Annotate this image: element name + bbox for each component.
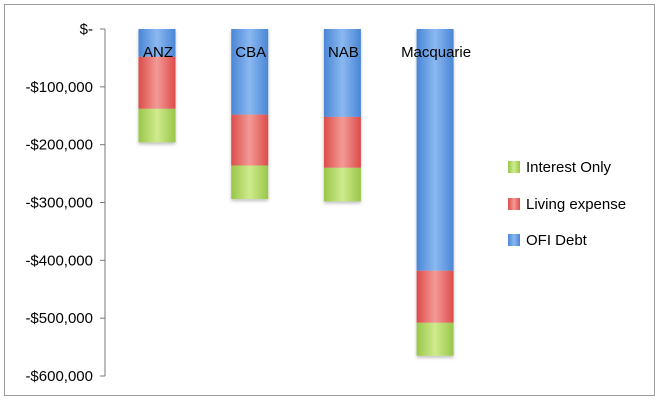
y-axis-ticks: $- -$100,000 -$200,000 -$300,000 -$400,000 -$… [25, 21, 105, 385]
category-label: Macquarie [401, 44, 471, 61]
bar-macquarie-interest-only [416, 322, 454, 356]
bar-stack-anz [138, 29, 176, 143]
bar-cba-living-expense [231, 114, 269, 166]
legend-label-interest-only: Interest Only [526, 159, 612, 176]
bar-nab-interest-only [323, 167, 361, 202]
y-tick-label: -$100,000 [25, 79, 93, 96]
category-label: ANZ [143, 44, 173, 61]
legend-swatch-interest-only [508, 161, 520, 173]
bar-stack-macquarie [416, 29, 454, 356]
bar-macquarie-ofi-debt [416, 29, 454, 271]
category-labels: ANZ CBA NAB Macquarie [143, 44, 471, 61]
bar-macquarie-living-expense [416, 270, 454, 323]
legend-label-living-expense: Living expense [526, 196, 626, 213]
category-label: NAB [328, 44, 359, 61]
bar-cba-ofi-debt [231, 29, 269, 115]
bar-anz-ofi-debt [138, 29, 176, 57]
y-tick-label: $- [80, 21, 93, 38]
category-label: CBA [235, 44, 266, 61]
bars-layer [138, 29, 454, 356]
y-tick-label: -$300,000 [25, 195, 93, 212]
legend-swatch-ofi-debt [508, 234, 520, 246]
legend-label-ofi-debt: OFI Debt [526, 232, 588, 249]
y-tick-label: -$600,000 [25, 368, 93, 385]
y-tick-label: -$200,000 [25, 137, 93, 154]
bar-nab-living-expense [323, 116, 361, 168]
bar-anz-living-expense [138, 56, 176, 109]
bar-stack-cba [231, 29, 269, 200]
bar-anz-interest-only [138, 108, 176, 143]
bar-nab-ofi-debt [323, 29, 361, 117]
bar-stack-nab [323, 29, 361, 202]
legend: Interest Only Living expense OFI Debt [508, 159, 626, 249]
bar-cba-interest-only [231, 165, 269, 200]
y-tick-label: -$400,000 [25, 252, 93, 269]
legend-swatch-living-expense [508, 198, 520, 210]
y-tick-label: -$500,000 [25, 310, 93, 327]
